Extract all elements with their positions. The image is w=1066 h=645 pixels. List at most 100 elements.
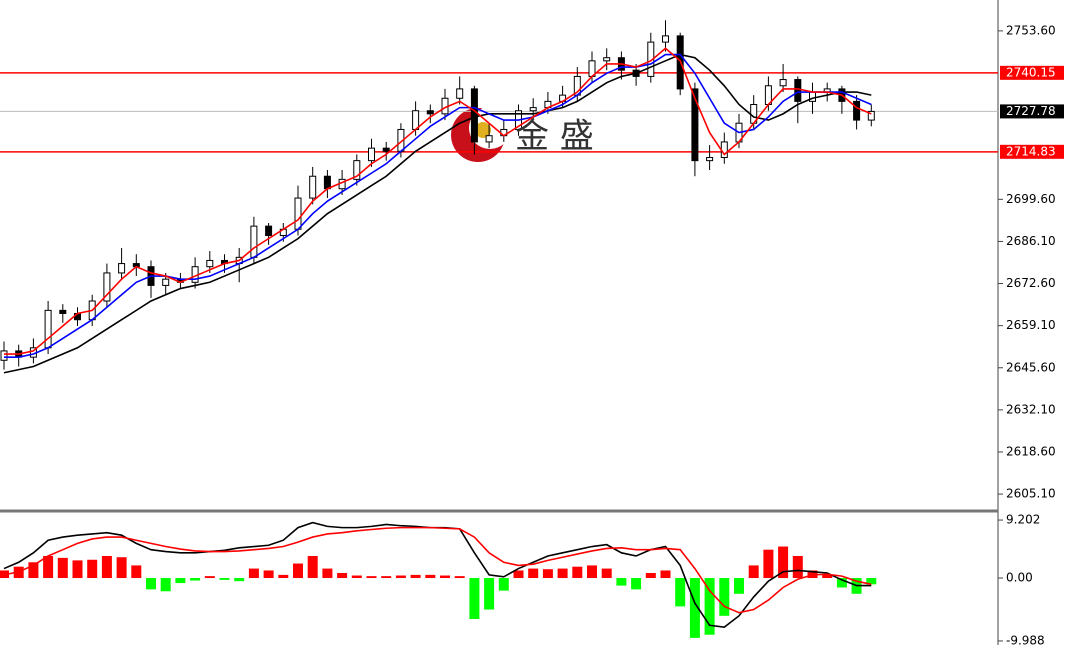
candle-body bbox=[323, 175, 331, 190]
histogram-bar bbox=[822, 574, 833, 579]
histogram-bar bbox=[395, 575, 406, 579]
histogram-bar bbox=[719, 578, 730, 616]
candle-body bbox=[779, 79, 787, 87]
y-tick-label: 2753.60 bbox=[1006, 23, 1056, 37]
histogram-bar bbox=[792, 555, 803, 579]
y-tick-label: 9.202 bbox=[1006, 513, 1040, 527]
histogram-bar bbox=[234, 578, 245, 582]
histogram-bar bbox=[513, 570, 524, 579]
histogram-bar bbox=[836, 578, 847, 588]
candle-body bbox=[294, 197, 302, 230]
histogram-bar bbox=[307, 555, 318, 579]
candle-body bbox=[853, 100, 861, 121]
histogram-bar bbox=[366, 576, 377, 579]
histogram-bar bbox=[410, 574, 421, 579]
candle-body bbox=[103, 272, 111, 302]
histogram-bar bbox=[248, 568, 259, 579]
histogram-bar bbox=[763, 549, 774, 579]
candle-body bbox=[603, 57, 611, 62]
histogram-bar bbox=[101, 555, 112, 579]
histogram-bar bbox=[337, 572, 348, 579]
histogram-bar bbox=[190, 578, 201, 581]
histogram-bar bbox=[778, 546, 789, 579]
y-tick-label: 2645.60 bbox=[1006, 360, 1056, 374]
indicator-line bbox=[3, 53, 872, 374]
candle-body bbox=[206, 259, 214, 268]
candle-body bbox=[265, 225, 273, 237]
histogram-bar bbox=[866, 578, 877, 585]
histogram-bar bbox=[381, 576, 392, 579]
y-tick-label: 2618.60 bbox=[1006, 444, 1056, 458]
indicator-line bbox=[3, 526, 872, 614]
y-tick-label: 2699.60 bbox=[1006, 192, 1056, 206]
y-tick-label: -9.988 bbox=[1006, 633, 1045, 645]
histogram-bar bbox=[204, 576, 215, 579]
histogram-bar bbox=[322, 568, 333, 579]
histogram-bar bbox=[616, 578, 627, 586]
candle-body bbox=[162, 278, 170, 286]
current-price-label: 2727.78 bbox=[1006, 104, 1056, 118]
candle-body bbox=[794, 79, 802, 102]
candle-body bbox=[309, 175, 317, 199]
histogram-bar bbox=[72, 560, 83, 579]
histogram-bar bbox=[28, 562, 39, 579]
candle-body bbox=[485, 135, 493, 143]
indicator-line bbox=[4, 47, 872, 355]
candle-body bbox=[529, 107, 537, 112]
candle-body bbox=[59, 309, 67, 314]
candle-body bbox=[382, 147, 390, 152]
histogram-bar bbox=[351, 575, 362, 579]
histogram-bar bbox=[587, 565, 597, 579]
candle-body bbox=[0, 350, 8, 361]
histogram-bar bbox=[660, 570, 671, 579]
histogram-bar bbox=[528, 568, 539, 579]
histogram-bar bbox=[440, 575, 450, 579]
histogram-bar bbox=[748, 565, 759, 579]
level-box bbox=[1000, 65, 1064, 80]
candle-body bbox=[44, 309, 52, 349]
candle-body bbox=[706, 157, 714, 162]
histogram-bar bbox=[645, 572, 656, 579]
y-tick-label: 2659.10 bbox=[1006, 318, 1056, 332]
candle-body bbox=[867, 110, 875, 121]
candle-body bbox=[470, 88, 478, 143]
level-label: 2740.15 bbox=[1006, 65, 1056, 79]
y-tick-label: 2632.10 bbox=[1006, 402, 1056, 416]
histogram-bar bbox=[278, 574, 289, 579]
y-tick-label: 2686.10 bbox=[1006, 234, 1056, 248]
histogram-bar bbox=[601, 568, 612, 579]
histogram-bar bbox=[219, 578, 230, 580]
candle-body bbox=[353, 160, 361, 180]
y-tick-label: 2672.60 bbox=[1006, 276, 1056, 290]
histogram-bar bbox=[146, 578, 156, 590]
histogram-bar bbox=[57, 557, 68, 579]
histogram-bar bbox=[131, 565, 142, 579]
histogram-bar bbox=[498, 578, 509, 591]
histogram-bar bbox=[734, 578, 744, 594]
candle-body bbox=[426, 110, 434, 115]
y-tick-label: 2605.10 bbox=[1006, 487, 1056, 501]
histogram-bar bbox=[263, 570, 274, 579]
candle-body bbox=[662, 35, 669, 43]
histogram-bar bbox=[557, 568, 568, 579]
histogram-bar bbox=[689, 578, 700, 638]
histogram-bar bbox=[469, 578, 480, 619]
current-price-box bbox=[1000, 104, 1064, 119]
histogram-bar bbox=[542, 569, 553, 579]
candle-body bbox=[691, 88, 699, 162]
histogram-bar bbox=[116, 557, 127, 579]
histogram-bar bbox=[175, 578, 186, 584]
histogram-bar bbox=[704, 578, 715, 635]
watermark: 金 盛 bbox=[515, 117, 594, 157]
histogram-bar bbox=[43, 555, 54, 579]
histogram-bar bbox=[572, 566, 583, 579]
candle-body bbox=[368, 147, 375, 162]
histogram-bar bbox=[484, 578, 495, 610]
level-label: 2714.83 bbox=[1006, 144, 1056, 158]
candle-body bbox=[456, 88, 464, 99]
histogram-bar bbox=[425, 574, 436, 579]
histogram-bar bbox=[675, 578, 686, 607]
candle-body bbox=[118, 263, 126, 274]
